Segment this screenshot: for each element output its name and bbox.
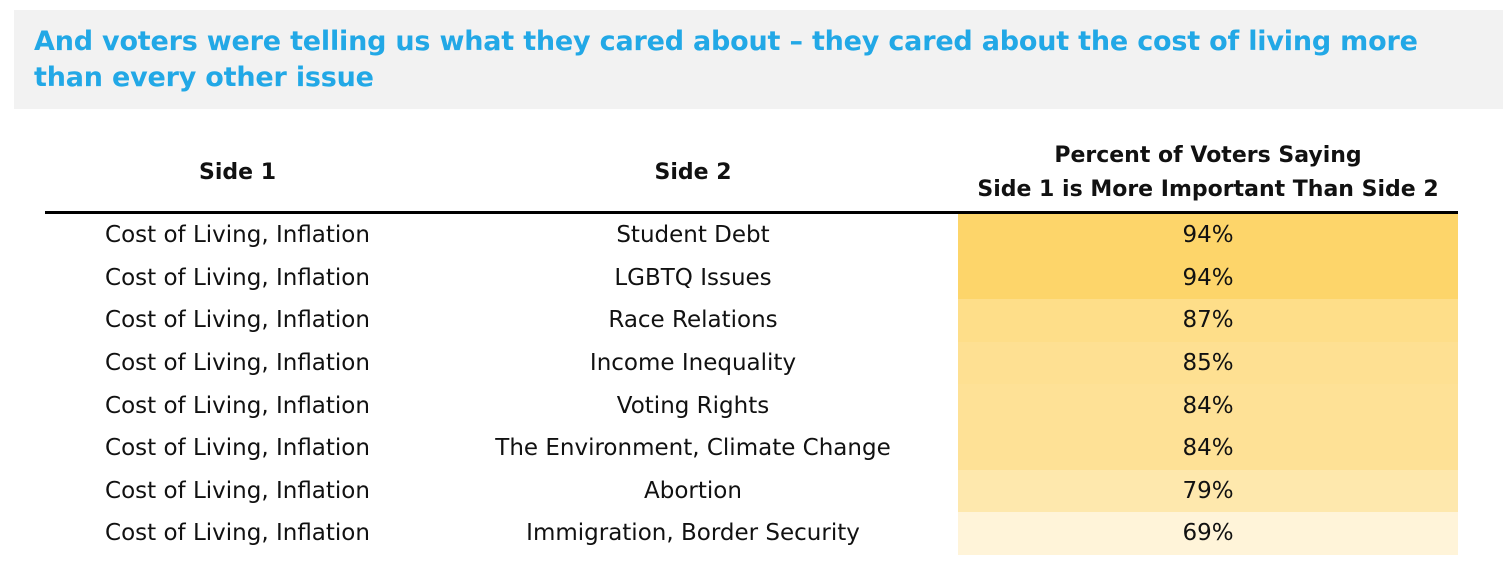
table-header-row: Side 1 Side 2 Percent of Voters Saying S… bbox=[45, 135, 1458, 214]
cell-side-2: Student Debt bbox=[616, 222, 770, 249]
data-table: Side 1 Side 2 Percent of Voters Saying S… bbox=[45, 135, 1458, 555]
table-body: Cost of Living, Inflation Student Debt 94%… bbox=[45, 214, 1458, 555]
cell-percent: 84% bbox=[958, 384, 1458, 427]
cell-side-1: Cost of Living, Inflation bbox=[105, 222, 370, 249]
cell-side-1: Cost of Living, Inflation bbox=[105, 520, 370, 547]
column-header-percent-line-1: Percent of Voters Saying bbox=[1054, 143, 1362, 168]
cell-side-1: Cost of Living, Inflation bbox=[105, 477, 370, 504]
cell-side-2: LGBTQ Issues bbox=[614, 264, 772, 291]
cell-side-2: Voting Rights bbox=[616, 392, 770, 419]
column-header-percent-line-2: Side 1 is More Important Than Side 2 bbox=[977, 177, 1439, 202]
cell-side-1: Cost of Living, Inflation bbox=[105, 392, 370, 419]
cell-side-2: Income Inequality bbox=[589, 350, 797, 377]
cell-side-1: Cost of Living, Inflation bbox=[105, 264, 370, 291]
table-row: Cost of Living, Inflation The Environment… bbox=[45, 426, 1458, 470]
column-header-side-2: Side 2 bbox=[654, 160, 732, 185]
cell-percent: 85% bbox=[958, 341, 1458, 385]
cell-side-2: The Environment, Climate Change bbox=[495, 435, 891, 462]
cell-percent: 84% bbox=[958, 426, 1458, 470]
table-row: Cost of Living, Inflation Abortion 79% bbox=[45, 469, 1458, 513]
table-row: Cost of Living, Inflation Student Debt 94% bbox=[45, 214, 1458, 257]
cell-percent: 69% bbox=[958, 512, 1458, 555]
cell-side-1: Cost of Living, Inflation bbox=[105, 307, 370, 334]
title-banner: And voters were telling us what they car… bbox=[14, 10, 1503, 109]
table-row: Cost of Living, Inflation Voting Rights 84… bbox=[45, 384, 1458, 427]
table-row: Cost of Living, Inflation Immigration, Bo… bbox=[45, 512, 1458, 555]
cell-percent: 94% bbox=[958, 256, 1458, 300]
table-row: Cost of Living, Inflation Race Relations 8… bbox=[45, 299, 1458, 342]
column-header-side-1: Side 1 bbox=[198, 160, 277, 185]
cell-percent: 94% bbox=[958, 214, 1458, 257]
cell-side-1: Cost of Living, Inflation bbox=[105, 435, 370, 462]
slide-title: And voters were telling us what they car… bbox=[34, 26, 1418, 93]
cell-side-2: Abortion bbox=[644, 477, 742, 504]
table-row: Cost of Living, Inflation LGBTQ Issues 94% bbox=[45, 256, 1458, 300]
cell-percent: 87% bbox=[958, 299, 1458, 342]
cell-side-1: Cost of Living, Inflation bbox=[105, 350, 370, 377]
column-header-percent: Percent of Voters Saying Side 1 is More … bbox=[958, 135, 1458, 211]
cell-percent: 79% bbox=[958, 469, 1458, 513]
cell-side-2: Race Relations bbox=[608, 307, 778, 334]
cell-side-2: Immigration, Border Security bbox=[526, 520, 860, 547]
table-row: Cost of Living, Inflation Income Inequali… bbox=[45, 341, 1458, 385]
